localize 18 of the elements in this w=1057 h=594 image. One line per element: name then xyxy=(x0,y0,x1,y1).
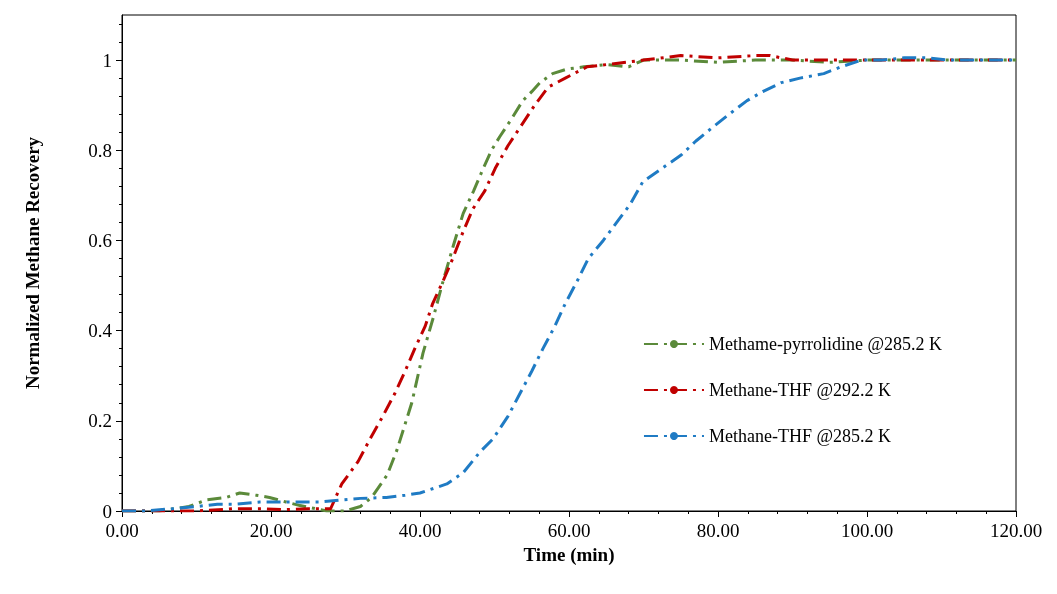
legend-label: Methame-pyrrolidine @285.2 K xyxy=(708,334,943,354)
x-tick-label: 60.00 xyxy=(547,520,591,541)
x-tick-label: 20.00 xyxy=(249,520,293,541)
y-tick-label: 0.2 xyxy=(88,410,112,432)
y-tick-label: 1 xyxy=(102,49,112,71)
legend-label: Methane-THF @292.2 K xyxy=(708,380,892,400)
y-tick-label: 0.4 xyxy=(88,320,113,342)
y-tick-label: 0.6 xyxy=(88,229,112,251)
y-tick-label: 0.8 xyxy=(88,139,112,161)
x-axis-title: Time (min) xyxy=(523,544,615,566)
legend-label: Methane-THF @285.2 K xyxy=(708,426,892,446)
x-tick-label: 120.00 xyxy=(989,520,1043,541)
x-tick-label: 0.00 xyxy=(105,520,139,541)
y-tick-label: 0 xyxy=(102,500,112,522)
x-tick-label: 80.00 xyxy=(696,520,740,541)
x-tick-label: 100.00 xyxy=(840,520,894,541)
y-axis-title: Normalized Methane Recovery xyxy=(22,136,43,390)
x-tick-label: 40.00 xyxy=(398,520,442,541)
